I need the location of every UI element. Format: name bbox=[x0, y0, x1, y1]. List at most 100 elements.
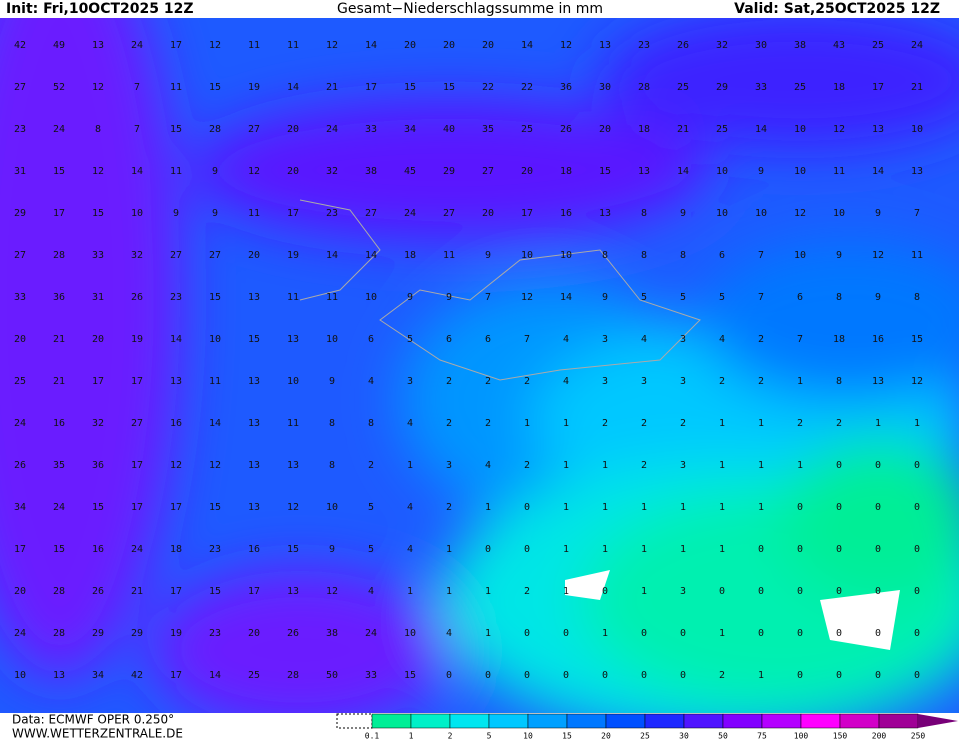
grid-value: 2 bbox=[641, 418, 647, 429]
grid-value: 28 bbox=[287, 670, 299, 681]
grid-value: 15 bbox=[53, 544, 65, 555]
grid-value: 20 bbox=[248, 628, 260, 639]
grid-value: 0 bbox=[875, 544, 881, 555]
grid-value: 21 bbox=[131, 586, 143, 597]
legend-label: 5 bbox=[487, 732, 492, 741]
grid-value: 0 bbox=[485, 544, 491, 555]
grid-value: 0 bbox=[641, 670, 647, 681]
grid-value: 1 bbox=[524, 418, 530, 429]
grid-value: 38 bbox=[365, 166, 377, 177]
grid-value: 4 bbox=[719, 334, 725, 345]
grid-value: 8 bbox=[95, 124, 101, 135]
grid-value: 0 bbox=[836, 586, 842, 597]
grid-value: 20 bbox=[599, 124, 611, 135]
grid-value: 2 bbox=[680, 418, 686, 429]
grid-value: 0 bbox=[758, 544, 764, 555]
grid-value: 9 bbox=[836, 250, 842, 261]
grid-value: 14 bbox=[365, 250, 377, 261]
grid-value: 11 bbox=[287, 418, 299, 429]
grid-value: 1 bbox=[563, 586, 569, 597]
legend-swatch bbox=[683, 713, 724, 729]
legend-arrow bbox=[918, 714, 958, 728]
grid-value: 23 bbox=[209, 544, 221, 555]
grid-value: 0 bbox=[836, 670, 842, 681]
grid-value: 6 bbox=[719, 250, 725, 261]
grid-value: 13 bbox=[638, 166, 650, 177]
grid-value: 1 bbox=[446, 544, 452, 555]
grid-value: 18 bbox=[404, 250, 416, 261]
grid-value: 0 bbox=[524, 502, 530, 513]
grid-value: 17 bbox=[248, 586, 260, 597]
grid-value: 42 bbox=[14, 40, 26, 51]
grid-value: 42 bbox=[131, 670, 143, 681]
grid-value: 1 bbox=[875, 418, 881, 429]
grid-value: 0 bbox=[914, 586, 920, 597]
grid-value: 10 bbox=[755, 208, 767, 219]
grid-value: 14 bbox=[287, 82, 299, 93]
grid-value: 3 bbox=[680, 334, 686, 345]
grid-value: 0 bbox=[797, 670, 803, 681]
grid-value: 30 bbox=[755, 40, 767, 51]
grid-value: 12 bbox=[872, 250, 884, 261]
grid-value: 32 bbox=[92, 418, 104, 429]
grid-value: 14 bbox=[209, 670, 221, 681]
grid-value: 2 bbox=[446, 418, 452, 429]
grid-value: 16 bbox=[170, 418, 182, 429]
grid-value: 1 bbox=[758, 460, 764, 471]
grid-value: 0 bbox=[758, 628, 764, 639]
grid-value: 10 bbox=[404, 628, 416, 639]
grid-value: 15 bbox=[170, 124, 182, 135]
grid-value: 27 bbox=[365, 208, 377, 219]
grid-value: 26 bbox=[287, 628, 299, 639]
legend-swatch bbox=[371, 713, 412, 729]
grid-value: 9 bbox=[212, 208, 218, 219]
grid-value: 28 bbox=[53, 250, 65, 261]
legend-swatch bbox=[449, 713, 490, 729]
legend-label: 250 bbox=[911, 732, 926, 741]
grid-value: 33 bbox=[92, 250, 104, 261]
grid-value: 20 bbox=[404, 40, 416, 51]
grid-value: 34 bbox=[92, 670, 104, 681]
grid-value: 9 bbox=[758, 166, 764, 177]
legend-label: 75 bbox=[757, 732, 767, 741]
grid-value: 12 bbox=[326, 40, 338, 51]
grid-value: 0 bbox=[719, 586, 725, 597]
grid-value: 25 bbox=[248, 670, 260, 681]
grid-value: 36 bbox=[53, 292, 65, 303]
grid-value: 0 bbox=[446, 670, 452, 681]
grid-value: 0 bbox=[641, 628, 647, 639]
grid-value: 11 bbox=[443, 250, 455, 261]
grid-value: 0 bbox=[602, 586, 608, 597]
grid-value: 9 bbox=[329, 544, 335, 555]
grid-value: 8 bbox=[836, 376, 842, 387]
grid-value: 23 bbox=[638, 40, 650, 51]
grid-value: 10 bbox=[521, 250, 533, 261]
grid-value: 0 bbox=[836, 460, 842, 471]
grid-value: 14 bbox=[170, 334, 182, 345]
grid-value: 10 bbox=[794, 166, 806, 177]
grid-value: 10 bbox=[326, 502, 338, 513]
grid-value: 12 bbox=[560, 40, 572, 51]
grid-value: 34 bbox=[404, 124, 416, 135]
grid-value: 38 bbox=[326, 628, 338, 639]
grid-value: 24 bbox=[404, 208, 416, 219]
grid-value: 2 bbox=[719, 376, 725, 387]
grid-value: 11 bbox=[209, 376, 221, 387]
grid-value: 25 bbox=[14, 376, 26, 387]
grid-value: 1 bbox=[758, 418, 764, 429]
legend-swatch bbox=[722, 713, 763, 729]
grid-value: 2 bbox=[641, 460, 647, 471]
grid-value: 2 bbox=[485, 418, 491, 429]
grid-value: 1 bbox=[758, 502, 764, 513]
grid-value: 29 bbox=[14, 208, 26, 219]
grid-value: 13 bbox=[170, 376, 182, 387]
grid-value: 2 bbox=[446, 502, 452, 513]
grid-value: 24 bbox=[131, 40, 143, 51]
grid-value: 28 bbox=[209, 124, 221, 135]
grid-value: 9 bbox=[875, 292, 881, 303]
grid-value: 0 bbox=[797, 628, 803, 639]
grid-value: 15 bbox=[443, 82, 455, 93]
grid-value: 0 bbox=[758, 586, 764, 597]
grid-value: 3 bbox=[641, 376, 647, 387]
